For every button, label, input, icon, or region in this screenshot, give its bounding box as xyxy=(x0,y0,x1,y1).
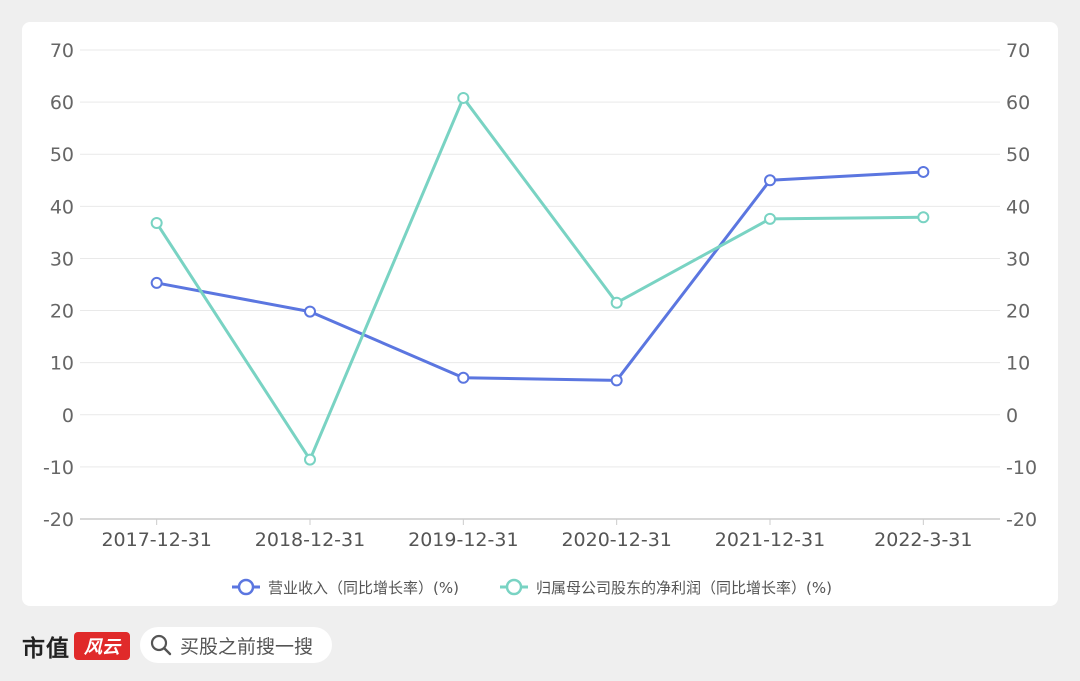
grid-lines xyxy=(80,49,1000,520)
left-tick-label: 10 xyxy=(50,353,74,375)
data-point[interactable] xyxy=(764,174,776,187)
left-tick-label: -20 xyxy=(43,509,74,531)
right-tick-label: 10 xyxy=(1006,353,1030,375)
line-chart: 70 60 50 40 30 20 10 0 -10 -20 70 60 50 40 30 20 10 0 -10… xyxy=(43,40,1037,597)
legend-item-0[interactable]: 营业收入（同比增长率）(%) xyxy=(232,578,459,597)
left-tick-label: 70 xyxy=(50,40,74,62)
x-tick-label: 2017-12-31 xyxy=(101,529,211,551)
left-tick-label: -10 xyxy=(43,457,74,479)
left-tick-label: 0 xyxy=(62,405,74,427)
data-point[interactable] xyxy=(917,211,930,224)
search-box[interactable]: 买股之前搜一搜 xyxy=(140,627,332,663)
search-placeholder: 买股之前搜一搜 xyxy=(180,635,314,658)
chart-card: 70 60 50 40 30 20 10 0 -10 -20 70 60 50 40 30 20 10 0 -10… xyxy=(22,22,1058,606)
x-tick-label: 2018-12-31 xyxy=(255,529,365,551)
data-point[interactable] xyxy=(764,212,776,225)
data-point[interactable] xyxy=(610,374,623,387)
x-tick-label: 2020-12-31 xyxy=(561,529,671,551)
x-tick-label: 2022-3-31 xyxy=(874,529,972,551)
legend-item-1[interactable]: 归属母公司股东的净利润（同比增长率）(%) xyxy=(500,578,832,597)
left-tick-label: 50 xyxy=(50,144,74,166)
right-tick-label: 60 xyxy=(1006,92,1030,114)
right-axis: 70 60 50 40 30 20 10 0 -10 -20 xyxy=(1006,40,1037,531)
data-point[interactable] xyxy=(150,217,163,230)
data-point[interactable] xyxy=(457,371,470,384)
data-point[interactable] xyxy=(304,453,316,466)
right-tick-label: -10 xyxy=(1006,457,1037,479)
legend-label: 归属母公司股东的净利润（同比增长率）(%) xyxy=(536,579,832,597)
right-tick-label: 20 xyxy=(1006,301,1030,323)
brand-mark: 风云 xyxy=(74,632,130,660)
legend[interactable]: 营业收入（同比增长率）(%) 归属母公司股东的净利润（同比增长率）(%) xyxy=(232,578,832,597)
x-tick-label: 2021-12-31 xyxy=(715,529,825,551)
data-point[interactable] xyxy=(304,305,316,318)
brand-text: 市值 xyxy=(22,636,70,662)
left-tick-label: 60 xyxy=(50,92,74,114)
data-point[interactable] xyxy=(610,296,623,309)
x-axis: 2017-12-31 2018-12-31 2019-12-31 2020-12-31… xyxy=(101,519,973,551)
brand-logo: 市值 风云 xyxy=(22,628,130,664)
search-icon xyxy=(150,634,172,656)
right-tick-label: -20 xyxy=(1006,509,1037,531)
series-line-0 xyxy=(156,170,924,382)
left-tick-label: 30 xyxy=(50,248,74,270)
data-point[interactable] xyxy=(457,91,470,104)
data-point[interactable] xyxy=(150,276,163,289)
legend-marker xyxy=(505,578,523,596)
right-tick-label: 0 xyxy=(1006,405,1018,427)
right-tick-label: 70 xyxy=(1006,40,1030,62)
x-tick-label: 2019-12-31 xyxy=(408,529,518,551)
right-tick-label: 50 xyxy=(1006,144,1030,166)
right-tick-label: 40 xyxy=(1006,196,1030,218)
left-tick-label: 20 xyxy=(50,301,74,323)
legend-marker xyxy=(237,578,255,596)
data-point[interactable] xyxy=(917,165,930,178)
series-layer xyxy=(150,91,930,466)
left-axis: 70 60 50 40 30 20 10 0 -10 -20 xyxy=(43,40,74,531)
legend-label: 营业收入（同比增长率）(%) xyxy=(268,579,459,597)
right-tick-label: 30 xyxy=(1006,248,1030,270)
series-line-1 xyxy=(155,96,924,462)
left-tick-label: 40 xyxy=(50,196,74,218)
